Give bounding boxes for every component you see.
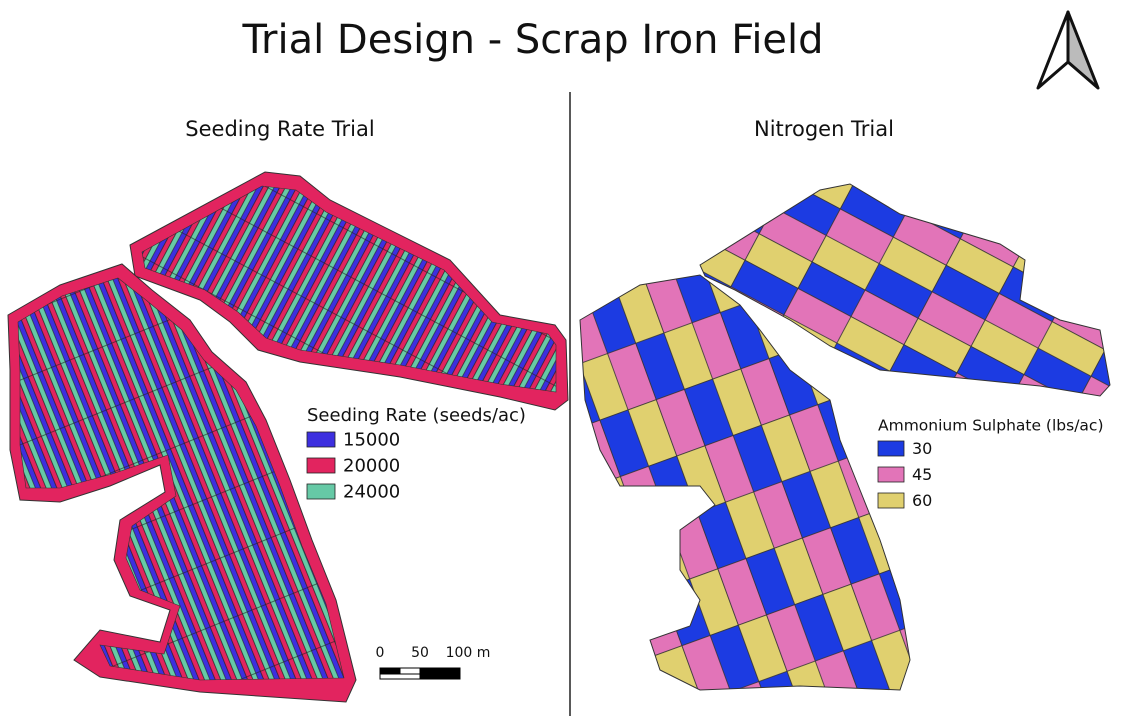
north-arrow bbox=[1036, 10, 1100, 90]
legend-title: Ammonium Sulphate (lbs/ac) bbox=[878, 417, 1104, 435]
legend-swatch bbox=[877, 466, 905, 483]
page-title: Trial Design - Scrap Iron Field bbox=[241, 17, 823, 63]
nitrogen-map bbox=[579, 183, 1111, 691]
scale-label: 100 m bbox=[446, 645, 491, 661]
legend-label: 45 bbox=[912, 465, 932, 484]
legend-label: 24000 bbox=[343, 482, 400, 503]
legend-swatch bbox=[306, 457, 336, 474]
seeding-map bbox=[7, 171, 569, 703]
legend-swatch bbox=[306, 483, 336, 500]
legend-swatch bbox=[877, 440, 905, 457]
scale-label: 0 bbox=[376, 645, 385, 661]
scale-bar: 0 50 100 m bbox=[376, 645, 491, 680]
scale-label: 50 bbox=[411, 645, 429, 661]
legend-title: Seeding Rate (seeds/ac) bbox=[307, 405, 526, 426]
legend-label: 20000 bbox=[343, 456, 400, 477]
legends: Seeding Rate (seeds/ac) Ammonium Sulphat… bbox=[306, 405, 1104, 510]
panel-title: Seeding Rate Trial bbox=[185, 117, 374, 141]
legend-swatch bbox=[877, 492, 905, 509]
legend-label: 15000 bbox=[343, 430, 400, 451]
legend-label: 30 bbox=[912, 439, 932, 458]
legend-swatch bbox=[306, 431, 336, 448]
panel-title: Nitrogen Trial bbox=[754, 117, 894, 141]
legend-label: 60 bbox=[912, 491, 932, 510]
